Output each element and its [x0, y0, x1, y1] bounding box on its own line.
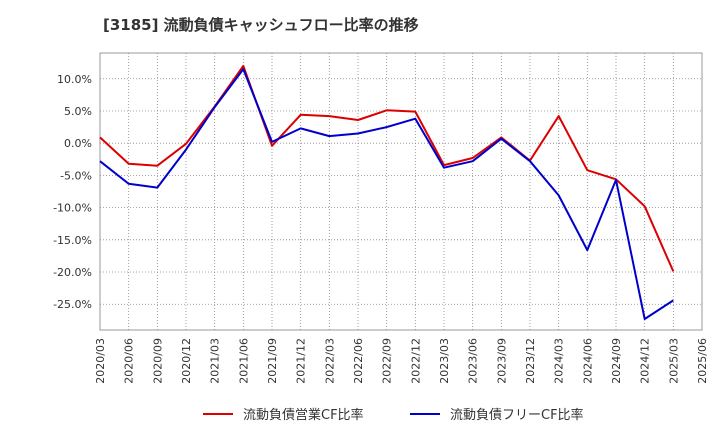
x-tick-label: 2022/06: [352, 338, 365, 384]
x-tick-label: 2024/03: [553, 338, 566, 384]
legend-label: 流動負債フリーCF比率: [450, 408, 584, 423]
x-tick-label: 2025/06: [696, 338, 709, 384]
x-tick-label: 2021/09: [266, 338, 279, 384]
legend-swatch-red: [203, 412, 233, 415]
series-line-1: [99, 68, 674, 320]
y-tick-label: 10.0%: [57, 73, 92, 86]
y-tick-label: 5.0%: [64, 105, 92, 118]
legend-item-operating-cf: 流動負債営業CF比率: [203, 404, 364, 423]
x-tick-label: 2021/03: [209, 338, 222, 384]
x-tick-label: 2025/03: [667, 338, 680, 384]
y-tick-label: -5.0%: [60, 169, 92, 182]
x-tick-label: 2022/09: [381, 338, 394, 384]
y-axis-ticks: 10.0% 5.0% 0.0% -5.0% -10.0% -15.0% -20.0% -25.…: [53, 73, 92, 311]
legend: 流動負債営業CF比率 流動負債フリーCF比率: [0, 404, 720, 428]
y-tick-label: -10.0%: [53, 202, 92, 215]
x-tick-label: 2020/12: [180, 338, 193, 384]
x-axis-ticks: 2020/03 2020/06 2020/09 2020/12 2021/03 2021/…: [94, 338, 709, 384]
series-line-0: [99, 64, 675, 272]
x-tick-label: 2023/12: [524, 338, 537, 384]
x-tick-label: 2021/12: [295, 338, 308, 384]
x-tick-label: 2020/03: [94, 338, 107, 384]
x-tick-label: 2024/09: [610, 338, 623, 384]
legend-swatch-blue: [410, 412, 440, 415]
x-tick-label: 2022/03: [323, 338, 336, 384]
x-tick-label: 2021/06: [237, 338, 250, 384]
legend-label: 流動負債営業CF比率: [243, 408, 364, 423]
chart-title: [3185] 流動負債キャッシュフロー比率の推移: [103, 16, 419, 34]
x-tick-label: 2023/09: [495, 338, 508, 384]
x-tick-label: 2024/12: [639, 338, 652, 384]
y-tick-label: 0.0%: [64, 137, 92, 150]
x-tick-label: 2024/06: [581, 338, 594, 384]
x-tick-label: 2023/03: [438, 338, 451, 384]
x-tick-label: 2020/06: [123, 338, 136, 384]
y-tick-label: -20.0%: [53, 266, 92, 279]
plot-area: [99, 52, 703, 331]
series-lines: [99, 64, 675, 320]
x-tick-label: 2020/09: [151, 338, 164, 384]
legend-item-free-cf: 流動負債フリーCF比率: [410, 404, 584, 423]
y-tick-label: -25.0%: [53, 298, 92, 311]
x-tick-label: 2023/06: [467, 338, 480, 384]
x-tick-label: 2022/12: [409, 338, 422, 384]
line-chart: 10.0% 5.0% 0.0% -5.0% -10.0% -15.0% -20.0% -25.…: [53, 52, 709, 384]
y-tick-label: -15.0%: [53, 234, 92, 247]
